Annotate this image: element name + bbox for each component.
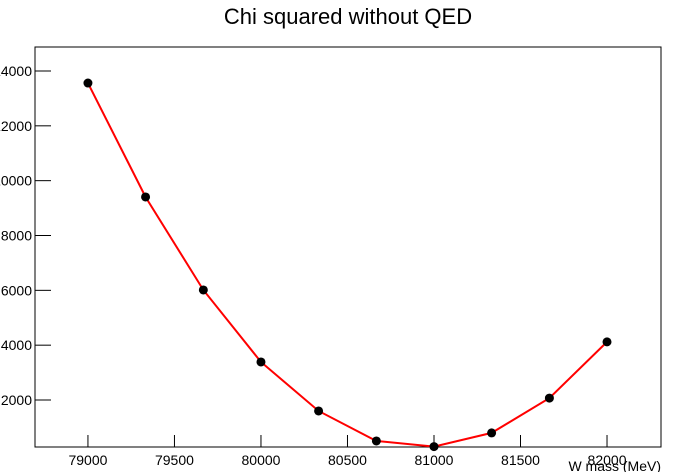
data-point bbox=[141, 192, 151, 202]
y-tick-label: 4000 bbox=[1, 337, 32, 353]
y-tick-label: 8000 bbox=[1, 227, 32, 243]
data-point bbox=[314, 406, 324, 416]
plot-frame bbox=[34, 46, 662, 448]
chart-title: Chi squared without QED bbox=[224, 4, 472, 29]
x-tick-label: 79000 bbox=[68, 452, 107, 468]
data-point bbox=[429, 442, 439, 452]
fit-line bbox=[87, 82, 608, 448]
y-tick-label: 2000 bbox=[1, 392, 32, 408]
x-tick-label: 81000 bbox=[415, 452, 454, 468]
y-tick-label: 14000 bbox=[0, 63, 32, 79]
data-point bbox=[83, 78, 93, 88]
x-tick-label: 79500 bbox=[155, 452, 194, 468]
y-tick-label: 12000 bbox=[0, 118, 32, 134]
x-tick-label: 80000 bbox=[242, 452, 281, 468]
data-point bbox=[544, 393, 554, 403]
x-tick-label: 81500 bbox=[501, 452, 540, 468]
data-point bbox=[487, 428, 497, 438]
data-point bbox=[198, 285, 208, 295]
data-point bbox=[371, 436, 381, 446]
x-tick-label: 80500 bbox=[328, 452, 367, 468]
data-point bbox=[256, 357, 266, 367]
x-axis-title: W mass (MeV) bbox=[568, 458, 661, 472]
y-tick-label: 10000 bbox=[0, 173, 32, 189]
data-point bbox=[602, 337, 612, 347]
x-tick-label: 82000 bbox=[588, 452, 627, 468]
y-tick-label: 6000 bbox=[1, 282, 32, 298]
